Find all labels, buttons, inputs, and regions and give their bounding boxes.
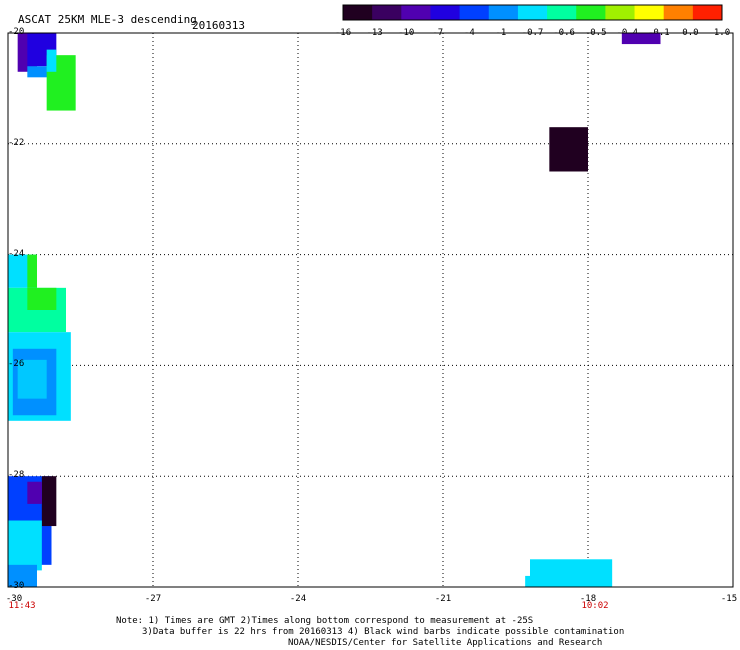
colorbar-segment (372, 5, 402, 20)
colorbar-segment (634, 5, 665, 20)
y-axis-label: -30 (8, 581, 25, 591)
data-cell (27, 254, 37, 288)
y-axis-label: -24 (8, 248, 25, 259)
time-label-right: 10:02 (581, 601, 609, 611)
chart-title: ASCAT 25KM MLE-3 descending (18, 13, 197, 26)
colorbar-segment (430, 5, 461, 20)
colorbar (342, 4, 723, 21)
y-axis-label: -20 (8, 27, 25, 37)
colorbar-segment (547, 5, 577, 20)
note-line-2: 3)Data buffer is 22 hrs from 20160313 4)… (142, 627, 625, 637)
time-label-left: 11:43 (8, 601, 36, 611)
data-cell (17, 359, 47, 399)
data-cell (27, 66, 52, 78)
data-cell (525, 575, 550, 587)
map-plot (7, 32, 734, 588)
data-cell (46, 49, 57, 72)
x-axis-label: -15 (720, 594, 738, 604)
data-cell (621, 33, 661, 45)
note-line-1: Note: 1) Times are GMT 2)Times along bot… (116, 616, 534, 626)
data-cell (41, 476, 57, 527)
x-axis-label: -18 (579, 594, 597, 604)
colorbar-segment (488, 5, 519, 20)
data-cell (27, 481, 42, 504)
y-axis-label: -28 (8, 470, 25, 481)
data-cell (27, 287, 57, 310)
x-axis-label: -27 (144, 594, 162, 604)
chart-date: 20160313 (192, 19, 245, 32)
data-cell (8, 564, 37, 587)
y-axis-label: -26 (8, 359, 25, 370)
colorbar-segment (401, 5, 431, 20)
y-axis-label: -22 (8, 137, 25, 148)
colorbar-segment (605, 5, 636, 20)
colorbar-segment (576, 5, 606, 20)
colorbar-segment (343, 5, 373, 20)
x-axis-label: -21 (434, 594, 452, 604)
colorbar-segment (517, 5, 548, 20)
colorbar-segment (459, 5, 490, 20)
note-line-3: NOAA/NESDIS/Center for Satellite Applica… (288, 638, 603, 648)
x-axis-label: -30 (5, 594, 23, 604)
colorbar-segment (663, 5, 694, 20)
data-cell (549, 127, 588, 172)
colorbar-segment (692, 5, 723, 20)
x-axis-label: -24 (289, 594, 307, 604)
